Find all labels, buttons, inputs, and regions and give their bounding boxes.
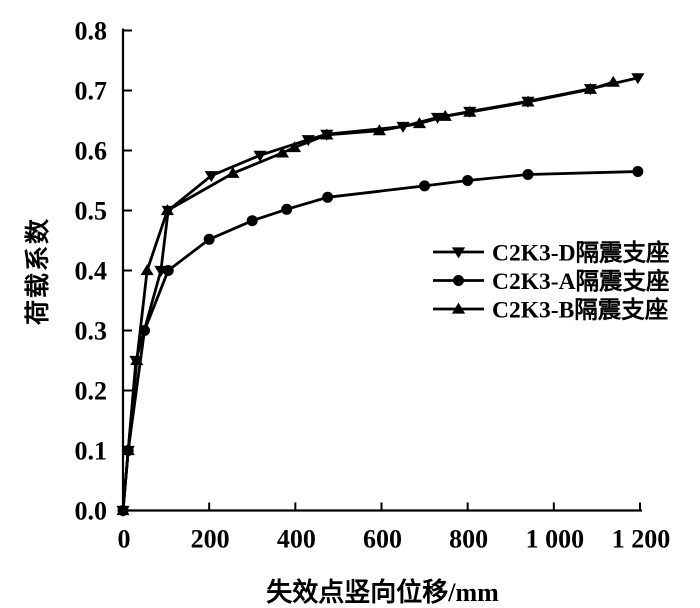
y-tick-label: 0.4 xyxy=(75,257,108,286)
series-marker-2 xyxy=(521,95,535,107)
y-tick-label: 0.0 xyxy=(75,497,108,526)
series-marker-2 xyxy=(372,124,386,136)
series-marker-1 xyxy=(632,166,644,177)
series-line-2 xyxy=(121,80,614,511)
series-marker-1 xyxy=(419,180,431,192)
legend-label: C2K3-B隔震支座 xyxy=(492,296,668,324)
series-marker-0 xyxy=(631,73,645,85)
series-marker-1 xyxy=(162,265,174,276)
x-tick-label: 200 xyxy=(191,525,230,554)
series-marker-2 xyxy=(275,146,290,158)
y-tick-label: 0.2 xyxy=(75,377,108,406)
series-marker-2 xyxy=(320,128,334,140)
series-marker-0 xyxy=(301,135,315,147)
legend-label: C2K3-A隔震支座 xyxy=(492,267,670,295)
y-tick-label: 0.1 xyxy=(75,437,108,466)
series-marker-2 xyxy=(140,264,154,276)
x-tick-label: 1 200 xyxy=(612,525,671,554)
legend-marker xyxy=(451,302,466,314)
series-marker-1 xyxy=(462,175,474,186)
y-tick-label: 0.7 xyxy=(75,77,108,106)
y-axis-title: 荷载系数 xyxy=(25,216,52,326)
x-tick-label: 0 xyxy=(118,525,131,554)
x-tick-label: 800 xyxy=(449,525,488,554)
y-tick-label: 0.5 xyxy=(75,197,108,226)
series-marker-2 xyxy=(606,75,620,87)
x-tick-label: 600 xyxy=(363,525,402,554)
series-marker-2 xyxy=(287,141,302,153)
legend-marker xyxy=(453,275,464,286)
series-marker-2 xyxy=(116,504,130,516)
series-marker-1 xyxy=(322,191,334,203)
series-marker-0 xyxy=(253,150,267,162)
y-tick-label: 0.6 xyxy=(75,137,108,166)
series-marker-1 xyxy=(246,215,258,227)
series-marker-1 xyxy=(281,203,293,215)
y-tick-label: 0.3 xyxy=(75,317,108,346)
series-marker-2 xyxy=(121,444,135,456)
series-marker-2 xyxy=(130,354,144,366)
series-marker-2 xyxy=(412,117,427,129)
series-marker-2 xyxy=(583,82,598,94)
series-marker-2 xyxy=(463,105,477,117)
y-tick-label: 0.8 xyxy=(75,17,108,46)
legend-label: C2K3-D隔震支座 xyxy=(492,239,670,267)
series-marker-1 xyxy=(203,233,215,245)
series-marker-1 xyxy=(522,169,534,180)
legend-marker xyxy=(451,247,466,259)
series-marker-2 xyxy=(438,109,452,121)
x-tick-label: 400 xyxy=(277,525,316,554)
series-marker-2 xyxy=(226,166,240,178)
series-marker-0 xyxy=(204,171,218,183)
series-marker-2 xyxy=(160,204,174,216)
x-axis-title: 失效点竖向位移/mm xyxy=(266,578,499,607)
x-tick-label: 1 000 xyxy=(526,525,585,554)
series-line-1 xyxy=(121,170,638,511)
